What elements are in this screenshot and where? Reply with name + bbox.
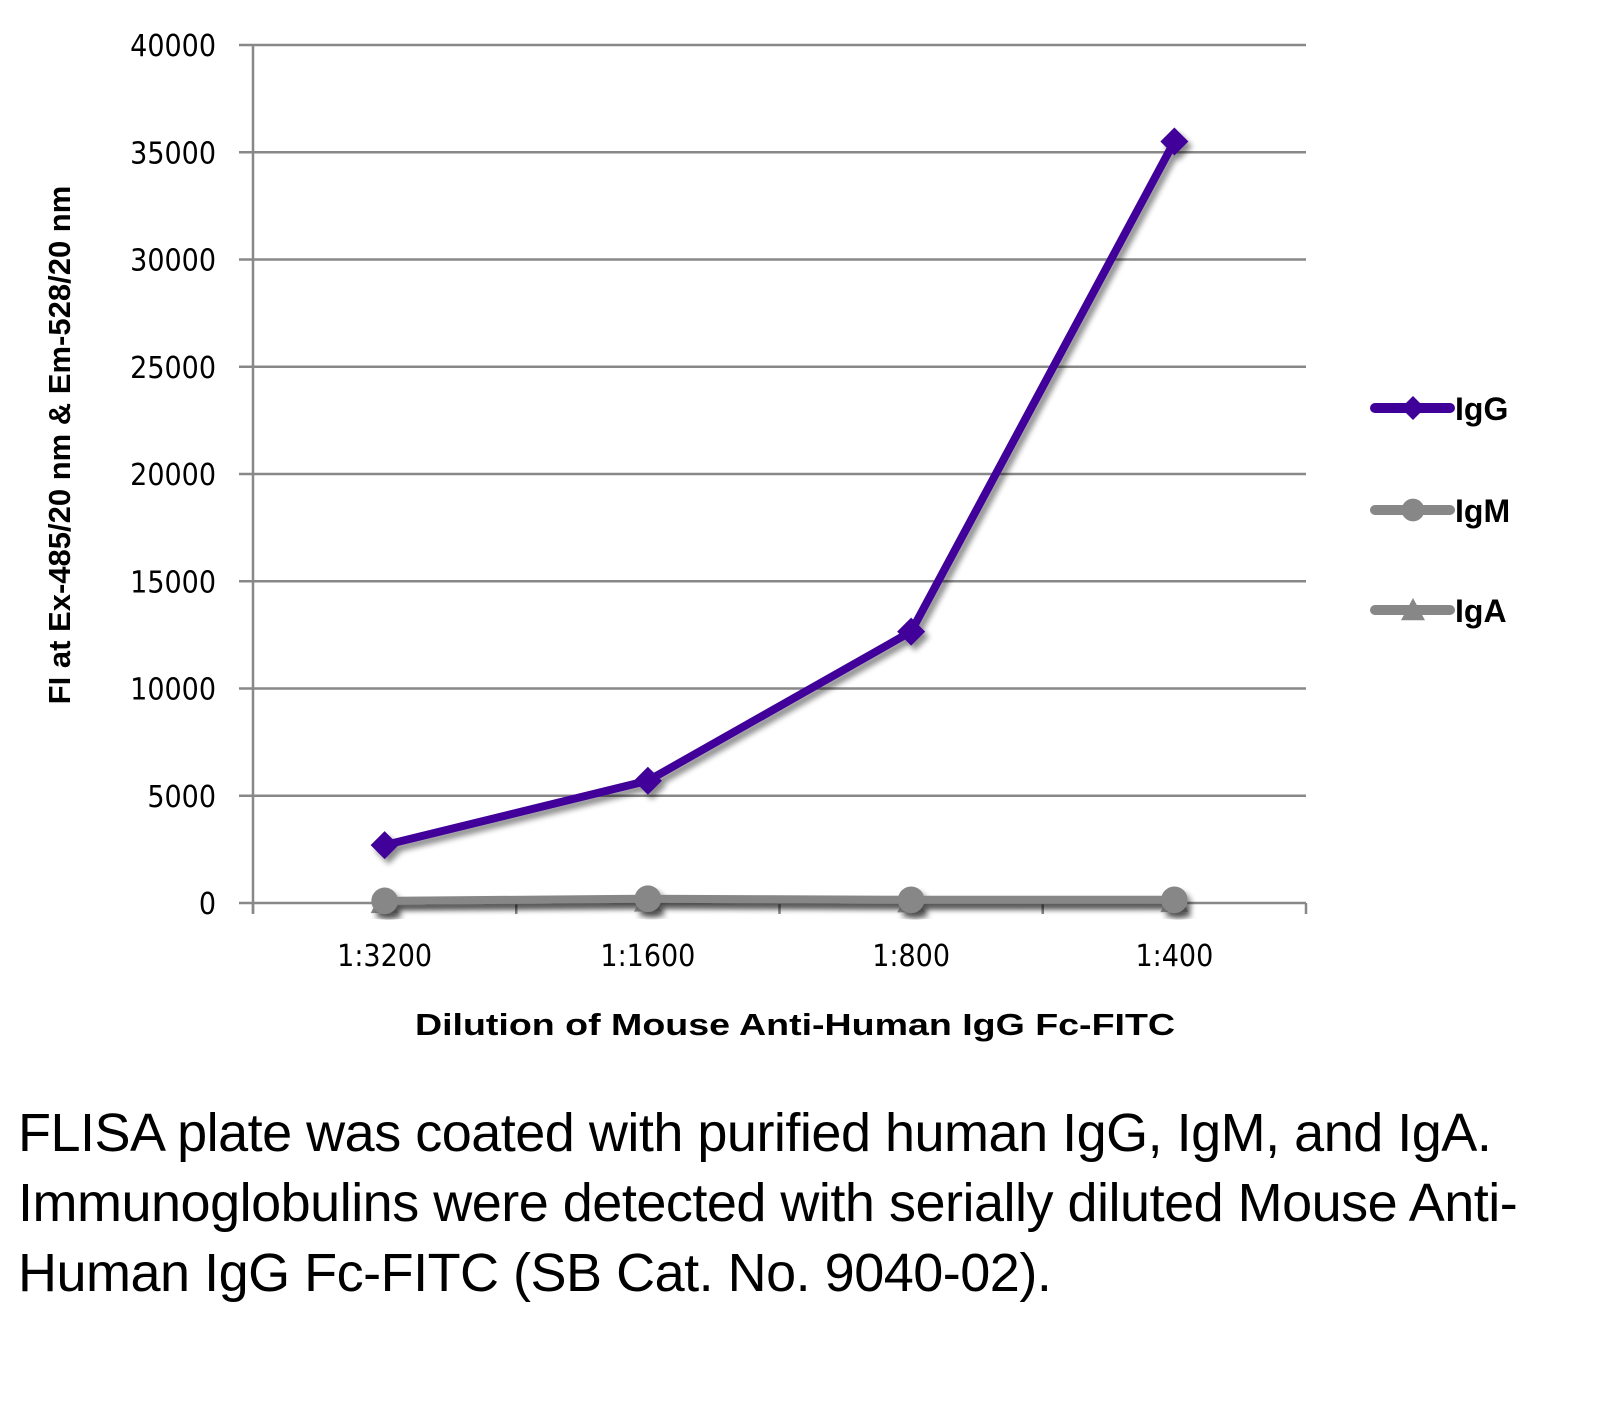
gridlines <box>239 43 1306 905</box>
legend-item-igm: IgM <box>1370 493 1510 529</box>
legend-label: IgM <box>1455 493 1510 529</box>
y-tick-labels: 0 5000 10000 15000 20000 25000 30000 35000 40000 <box>130 29 216 922</box>
x-axis-title: Dilution of Mouse Anti-Human IgG Fc-FITC <box>415 1007 1175 1042</box>
y-tick-label: 30000 <box>130 244 216 279</box>
legend-marker-igg <box>1401 396 1425 420</box>
legend-label: IgG <box>1455 391 1508 427</box>
legend-marker-igm <box>1401 498 1425 522</box>
data-point-igm <box>634 885 662 913</box>
data-point-igg <box>370 831 399 860</box>
y-tick-label: 40000 <box>130 29 216 64</box>
legend-item-igg: IgG <box>1370 391 1508 427</box>
data-point-igm <box>1161 886 1188 914</box>
y-axis-title: FI at Ex-485/20 nm & Em-528/20 nm <box>42 186 77 705</box>
y-tick-label: 0 <box>199 887 216 922</box>
data-point-igg <box>1160 127 1189 156</box>
y-tick-label: 20000 <box>130 458 216 493</box>
x-tick-label: 1:1600 <box>600 939 695 974</box>
series-igm <box>371 885 1188 915</box>
series-line-igm <box>384 894 1175 905</box>
data-point-igm <box>371 887 398 915</box>
axes <box>251 45 1308 914</box>
legend-marker-iga <box>1401 598 1425 621</box>
x-tick-labels: 1:3200 1:1600 1:800 1:400 <box>337 939 1213 974</box>
legend-label: IgA <box>1455 593 1507 629</box>
data-point-igm <box>897 886 925 914</box>
x-tick-label: 1:3200 <box>337 939 432 974</box>
data-point-igg <box>633 766 662 795</box>
y-tick-label: 15000 <box>130 565 216 600</box>
series-line-igg <box>383 139 1178 849</box>
y-tick-label: 10000 <box>130 673 216 708</box>
y-tick-label: 25000 <box>130 351 216 386</box>
figure-caption: FLISA plate was coated with purified hum… <box>18 1103 1518 1303</box>
y-tick-label: 5000 <box>147 780 216 815</box>
series <box>370 127 1189 915</box>
y-tick-label: 35000 <box>130 136 216 171</box>
legend: IgG IgM IgA <box>1370 391 1510 629</box>
x-tick-label: 1:800 <box>872 939 950 974</box>
data-point-igg <box>897 617 926 646</box>
line-chart: 0 5000 10000 15000 20000 25000 30000 35000 40000… <box>42 29 1510 1042</box>
x-tick-label: 1:400 <box>1135 939 1213 974</box>
legend-item-iga: IgA <box>1370 593 1507 629</box>
series-igg <box>370 127 1189 860</box>
